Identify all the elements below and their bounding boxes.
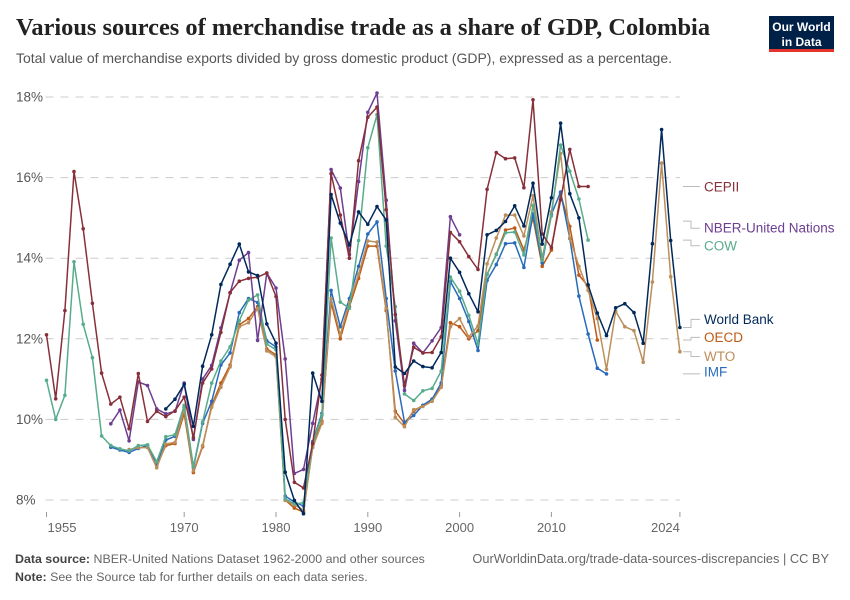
svg-text:OECD: OECD <box>704 330 743 345</box>
svg-text:1980: 1980 <box>262 520 291 535</box>
svg-text:WTO: WTO <box>704 349 735 364</box>
svg-text:NBER-United Nations: NBER-United Nations <box>704 221 835 236</box>
svg-text:1990: 1990 <box>353 520 382 535</box>
svg-text:14%: 14% <box>16 251 43 266</box>
svg-text:1970: 1970 <box>170 520 199 535</box>
svg-text:12%: 12% <box>16 331 43 346</box>
svg-text:1955: 1955 <box>48 520 77 535</box>
svg-text:2010: 2010 <box>537 520 566 535</box>
svg-text:2024: 2024 <box>651 520 680 535</box>
svg-text:COW: COW <box>704 238 737 253</box>
svg-text:16%: 16% <box>16 170 43 185</box>
svg-text:8%: 8% <box>16 493 36 508</box>
svg-text:18%: 18% <box>16 90 43 105</box>
svg-text:CEPII: CEPII <box>704 180 739 195</box>
svg-text:2000: 2000 <box>445 520 474 535</box>
svg-text:World Bank: World Bank <box>704 312 774 327</box>
svg-text:IMF: IMF <box>704 365 727 380</box>
svg-text:10%: 10% <box>16 412 43 427</box>
